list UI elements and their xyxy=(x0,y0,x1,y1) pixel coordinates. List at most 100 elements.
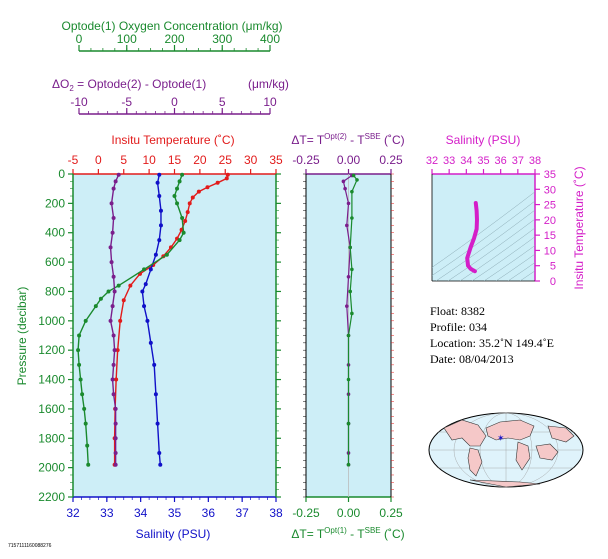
ts-salinity-title: Salinity (PSU) xyxy=(446,133,521,147)
delta-o2-point xyxy=(113,450,118,455)
ts-salinity-tick-label: 35 xyxy=(477,155,489,167)
delta-t-bottom-tick-label: 0.25 xyxy=(379,506,403,520)
pressure-tick-label: 1600 xyxy=(38,402,65,416)
oxygen-axis-title: Optode(1) Oxygen Concentration (μm/kg) xyxy=(61,19,282,33)
salinity-tick-label: 35 xyxy=(168,506,182,520)
pressure-axis-title: Pressure (decibar) xyxy=(15,287,29,386)
oxygen-point xyxy=(76,348,81,353)
ts-salinity-tick-label: 32 xyxy=(426,155,438,167)
temperature-tick-label: 25 xyxy=(219,153,233,167)
oxygen-top-axis: Optode(1) Oxygen Concentration (μm/kg) 0… xyxy=(61,19,283,52)
ts-salinity-tick-label: 38 xyxy=(529,155,541,167)
ts-panel-background xyxy=(432,174,535,281)
delta-o2-profile-line xyxy=(109,174,120,465)
delta-t-opt1-point xyxy=(350,311,354,316)
oxygen-point xyxy=(85,443,90,448)
temperature-point xyxy=(215,180,220,185)
temperature-tick-label: 20 xyxy=(193,153,207,167)
delta-t-bottom-tick-label: -0.25 xyxy=(292,506,320,520)
main-panel-background xyxy=(73,174,276,497)
info-profile: Profile: 034 xyxy=(430,320,487,334)
delta-t-opt2-point xyxy=(346,201,351,206)
oxygen-point xyxy=(172,194,177,199)
delta-o2-axis-units: (μm/kg) xyxy=(248,77,289,91)
delta-o2-tick-label: 0 xyxy=(171,95,178,109)
density-contour xyxy=(483,245,535,281)
salinity-profile-line xyxy=(141,174,162,465)
delta-o2-point xyxy=(111,362,116,367)
oxygen-point xyxy=(181,230,186,235)
ts-temperature-title: Insitu Temperature (˚C) xyxy=(572,166,586,289)
salinity-point xyxy=(152,362,157,367)
pressure-tick-label: 0 xyxy=(58,167,65,181)
density-contour xyxy=(447,218,535,281)
salinity-point xyxy=(155,180,160,185)
salinity-tick-label: 36 xyxy=(202,506,216,520)
salinity-tick-label: 33 xyxy=(100,506,114,520)
delta-o2-point xyxy=(110,304,115,309)
temperature-tick-label: 0 xyxy=(95,153,102,167)
delta-o2-point xyxy=(113,179,118,184)
ts-salinity-tick-label: 37 xyxy=(512,155,524,167)
temperature-point xyxy=(205,185,210,190)
delta-t-opt1-point xyxy=(350,216,354,220)
salinity-point xyxy=(155,421,160,426)
oxygen-point xyxy=(142,267,147,272)
delta-t-opt1-point xyxy=(348,289,353,294)
pressure-tick-label: 1400 xyxy=(38,373,65,387)
delta-t-bottom-title: ΔT= TOpt(1) - TSBE (˚C) xyxy=(291,526,404,541)
oxygen-point xyxy=(83,318,88,323)
delta-o2-point xyxy=(111,333,116,338)
oxygen-point xyxy=(77,333,82,338)
salinity-point xyxy=(157,194,162,199)
temperature-axis-title: Insitu Temperature (˚C) xyxy=(111,133,234,147)
density-contour xyxy=(432,200,535,276)
pressure-tick-label: 200 xyxy=(45,196,65,210)
salinity-point xyxy=(142,304,147,309)
ts-diagram-panel: Salinity (PSU) 32 33 34 35 36 37 38 0 5 10 15 20 25 3… xyxy=(426,133,586,290)
pressure-tick-label: 1000 xyxy=(38,314,65,328)
ts-temp-tick-label: 35 xyxy=(544,169,556,181)
oxygen-point xyxy=(175,201,180,206)
ts-salinity-tick-label: 34 xyxy=(460,155,472,167)
ts-temp-tick-label: 15 xyxy=(544,230,556,242)
delta-o2-point xyxy=(113,436,118,441)
delta-o2-axis-title: ΔO2 = Optode(2) - Optode(1) xyxy=(52,77,206,93)
info-location: Location: 35.2˚N 149.4˚E xyxy=(430,336,554,350)
salinity-tick-label: 32 xyxy=(66,506,80,520)
pressure-tick-label: 2000 xyxy=(38,461,65,475)
salinity-tick-label: 34 xyxy=(134,506,148,520)
oxygen-tick-label: 300 xyxy=(212,32,232,46)
ts-temp-tick-label: 25 xyxy=(544,200,556,212)
oxygen-tick-label: 0 xyxy=(76,32,83,46)
delta-t-opt1-point xyxy=(346,421,351,426)
ts-temp-tick-label: 0 xyxy=(550,276,556,288)
salinity-point xyxy=(145,318,150,323)
temperature-point xyxy=(118,318,123,323)
temperature-point xyxy=(190,195,195,200)
salinity-point xyxy=(158,223,163,228)
delta-o2-point xyxy=(111,186,116,191)
delta-o2-point xyxy=(112,348,117,353)
temperature-tick-label: 35 xyxy=(269,153,283,167)
temperature-point xyxy=(128,283,133,288)
temperature-point xyxy=(196,189,201,194)
delta-o2-point xyxy=(112,289,117,294)
salinity-point xyxy=(143,282,148,287)
delta-o2-point xyxy=(113,421,118,426)
delta-t-top-title: ΔT= TOpt(2) - TSBE (˚C) xyxy=(291,132,404,147)
salinity-point xyxy=(157,450,162,455)
delta-o2-tick-label: 10 xyxy=(263,95,277,109)
float-location-marker: ✶ xyxy=(497,433,505,443)
temperature-point xyxy=(183,218,188,223)
salinity-point xyxy=(157,172,162,177)
density-contour xyxy=(495,253,535,281)
temperature-point xyxy=(225,172,230,177)
ts-salinity-tick-label: 36 xyxy=(495,155,507,167)
oxygen-point xyxy=(116,283,121,288)
delta-t-opt1-point xyxy=(355,178,359,182)
delta-t-top-tick-label: 0.25 xyxy=(379,153,403,167)
delta-o2-point xyxy=(109,260,114,265)
salinity-point xyxy=(158,208,163,213)
info-date: Date: 08/04/2013 xyxy=(430,352,514,366)
